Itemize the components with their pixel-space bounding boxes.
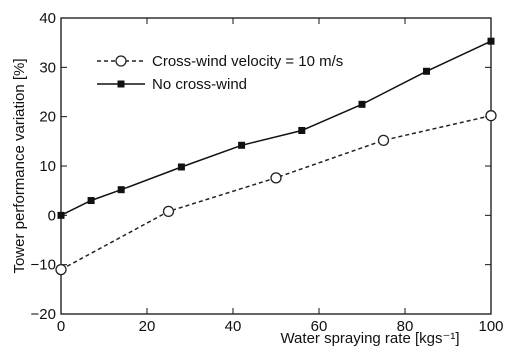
data-point-square — [117, 186, 125, 194]
data-point-circle — [485, 110, 497, 122]
y-tick-label: 0 — [48, 207, 56, 224]
data-point-circle — [162, 205, 175, 218]
legend: Cross-wind velocity = 10 m/s No cross-wi… — [97, 53, 343, 93]
y-tick-label: 20 — [39, 109, 56, 126]
x-tick-label: 60 — [311, 318, 328, 335]
data-point-circle — [270, 172, 282, 184]
data-point-square — [423, 67, 430, 75]
data-point-square — [57, 211, 65, 219]
y-tick-label: 40 — [39, 10, 56, 27]
series-line-0 — [60, 114, 492, 271]
legend-label-no-crosswind: No cross-wind — [152, 76, 247, 93]
data-point-square — [238, 141, 246, 149]
x-tick-label: 100 — [478, 318, 503, 335]
x-tick-label: 80 — [397, 318, 414, 335]
x-axis-title: Water spraying rate [kgs⁻¹] — [280, 330, 459, 347]
legend-marker-no-crosswind — [117, 80, 125, 88]
data-point-square — [177, 163, 185, 171]
data-point-circle — [55, 263, 67, 276]
legend-label-crosswind: Cross-wind velocity = 10 m/s — [152, 53, 343, 70]
series-layer — [55, 37, 497, 276]
y-tick-label: 10 — [39, 158, 56, 175]
data-point-square — [487, 37, 495, 45]
data-point-square — [87, 197, 95, 205]
x-tick-label: 20 — [139, 318, 156, 335]
y-tick-label: −10 — [31, 257, 56, 274]
y-axis-title: Tower performance variation [%] — [11, 58, 28, 273]
data-point-square — [358, 100, 366, 108]
y-tick-label: −20 — [31, 306, 56, 323]
x-tick-label: 0 — [57, 318, 65, 335]
legend-marker-crosswind — [115, 55, 127, 67]
data-point-circle — [377, 134, 390, 146]
y-tick-label: 30 — [39, 59, 56, 76]
data-point-square — [298, 126, 306, 134]
axis-ticks: 0 20 40 60 80 100 −20 −10 0 10 20 30 40 — [31, 10, 504, 335]
x-tick-label: 40 — [225, 318, 242, 335]
